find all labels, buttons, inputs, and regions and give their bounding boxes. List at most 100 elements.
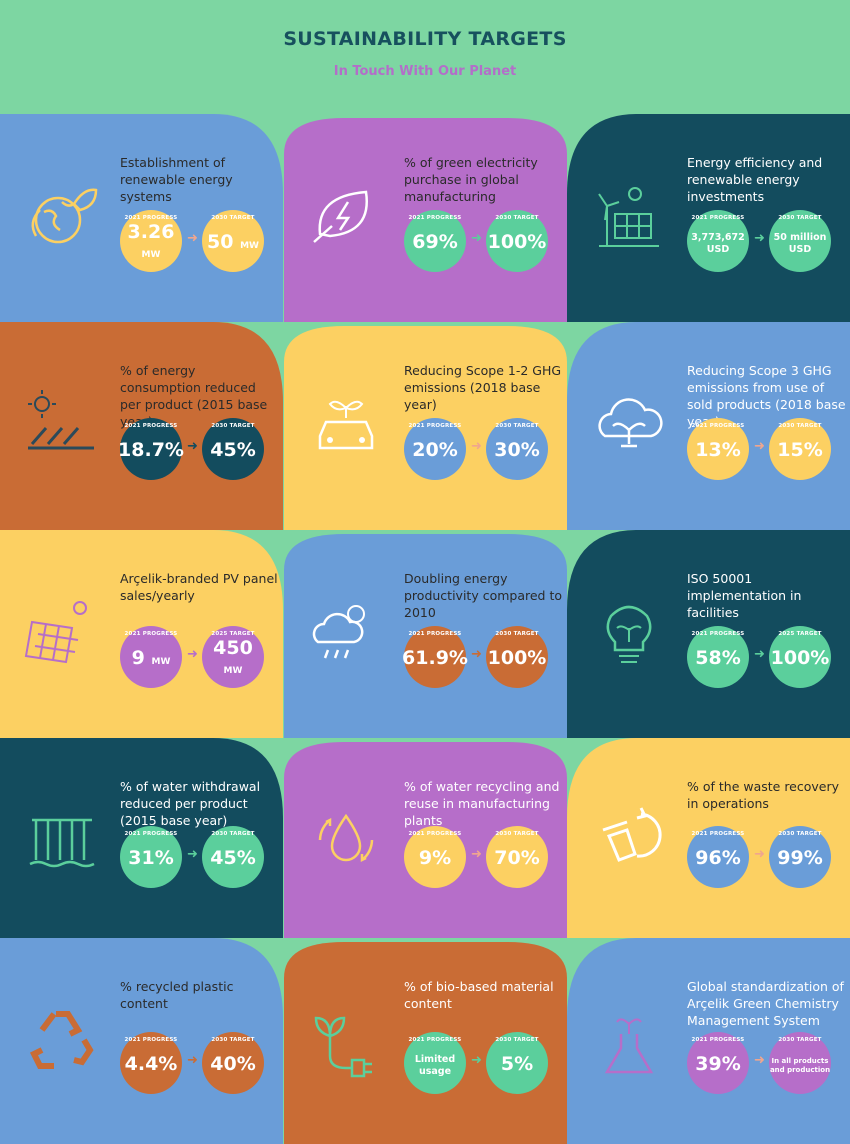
target-card-bio-based: % of bio-based material content 2021 PRO…	[284, 938, 567, 1144]
progress-circle: 2021 PROGRESS 18.7%	[118, 418, 184, 480]
card-title: % of water recycling and reuse in manufa…	[404, 779, 560, 828]
arrow-right-icon: ➜	[187, 647, 198, 662]
progress-value: 96%	[695, 846, 741, 869]
card-title: Establishment of renewable energy system…	[120, 155, 233, 204]
progress-value: 3.26 MW	[127, 221, 175, 261]
water-drop-recycle-icon	[318, 813, 374, 863]
wind-solar-icon	[598, 187, 659, 247]
arrow-right-icon: ➜	[187, 1053, 198, 1068]
target-value: 450 MW	[213, 637, 253, 677]
card-title: Arçelik-branded PV panel sales/yearly	[120, 571, 278, 603]
arrow-right-icon: ➜	[471, 439, 482, 454]
target-label: 2030 TARGET	[778, 831, 822, 837]
card-title: % recycled plastic content	[120, 979, 234, 1011]
target-label: 2025 TARGET	[778, 631, 822, 637]
progress-circle: 2021 PROGRESS 69%	[404, 210, 466, 272]
target-card-recycled-plastic: % recycled plastic content 2021 PROGRESS…	[0, 938, 283, 1144]
bulb-plant-icon	[606, 605, 652, 663]
target-card-energy-investments: Energy efficiency and renewable energy i…	[567, 114, 850, 322]
progress-value: 3,773,672 USD	[691, 232, 745, 255]
target-value: 45%	[210, 438, 256, 461]
progress-value: 31%	[128, 846, 174, 869]
progress-circle: 2021 PROGRESS 3,773,672 USD	[687, 210, 749, 272]
progress-label: 2021 PROGRESS	[691, 423, 745, 429]
target-circle: 2030 TARGET 5%	[486, 1032, 548, 1094]
target-value: 40%	[210, 1052, 256, 1075]
page-subtitle: In Touch With Our Planet	[333, 64, 517, 79]
target-label: 2030 TARGET	[778, 215, 822, 221]
progress-value: 61.9%	[402, 646, 468, 669]
progress-circle: 2021 PROGRESS 31%	[120, 826, 182, 888]
target-card-waste-recovery: % of the waste recovery in operations 20…	[567, 738, 850, 938]
progress-label: 2021 PROGRESS	[408, 215, 462, 221]
target-card-pv-panel: Arçelik-branded PV panel sales/yearly 20…	[0, 530, 283, 738]
target-value: 100%	[487, 230, 547, 253]
progress-circle: 2021 PROGRESS Limited usage	[404, 1032, 466, 1094]
target-card-scope-1-2: Reducing Scope 1-2 GHG emissions (2018 b…	[284, 322, 567, 530]
target-circle: 2030 TARGET 70%	[486, 826, 548, 888]
card-title: Energy efficiency and renewable energy i…	[687, 155, 823, 204]
target-card-water-recycling: % of water recycling and reuse in manufa…	[284, 738, 567, 938]
progress-value: 4.4%	[124, 1052, 178, 1075]
arrow-right-icon: ➜	[754, 647, 765, 662]
progress-circle: 2021 PROGRESS 9 MW	[120, 626, 182, 688]
target-value: 50 MW	[207, 230, 259, 253]
arrow-right-icon: ➜	[187, 231, 198, 246]
card-title: Reducing Scope 3 GHG emissions from use …	[687, 363, 846, 429]
target-circle: 2030 TARGET 50 MW	[202, 210, 264, 272]
recycle-icon	[29, 1011, 94, 1069]
bin-recycle-icon	[602, 807, 662, 862]
flask-plant-icon	[604, 1018, 654, 1074]
arrow-right-icon: ➜	[471, 1053, 482, 1068]
progress-label: 2021 PROGRESS	[691, 831, 745, 837]
progress-value: 13%	[695, 438, 741, 461]
target-value: 100%	[487, 646, 547, 669]
progress-value: 20%	[412, 438, 458, 461]
target-value: 100%	[770, 646, 830, 669]
progress-label: 2021 PROGRESS	[408, 1037, 462, 1043]
target-circle: 2025 TARGET 450 MW	[202, 626, 264, 688]
target-card-renewable-systems: Establishment of renewable energy system…	[0, 114, 283, 322]
arrow-right-icon: ➜	[754, 847, 765, 862]
target-label: 2030 TARGET	[211, 1037, 255, 1043]
card-title: % of water withdrawal reduced per produc…	[120, 779, 261, 828]
target-card-water-withdrawal: % of water withdrawal reduced per produc…	[0, 738, 283, 938]
plant-plug-icon	[314, 1016, 372, 1078]
arrow-right-icon: ➜	[754, 231, 765, 246]
progress-label: 2021 PROGRESS	[408, 631, 462, 637]
progress-value: 39%	[695, 1052, 741, 1075]
target-circle: 2030 TARGET 45%	[202, 418, 264, 480]
card-title: Reducing Scope 1-2 GHG emissions (2018 b…	[404, 363, 562, 412]
progress-value: 69%	[412, 230, 458, 253]
progress-circle: 2021 PROGRESS 61.9%	[402, 626, 468, 688]
arrow-right-icon: ➜	[187, 847, 198, 862]
earth-leaf-icon	[31, 188, 98, 244]
progress-value: Limited usage	[414, 1054, 456, 1077]
progress-value: 58%	[695, 646, 741, 669]
target-label: 2030 TARGET	[495, 423, 539, 429]
arrow-right-icon: ➜	[471, 847, 482, 862]
target-circle: 2030 TARGET 15%	[769, 418, 831, 480]
eco-car-icon	[318, 400, 374, 450]
target-circle: 2030 TARGET 45%	[202, 826, 264, 888]
card-title: ISO 50001 implementation in facilities	[687, 571, 802, 620]
pv-panel-icon	[24, 601, 87, 664]
card-title: Doubling energy productivity compared to…	[404, 571, 562, 620]
card-title: % of green electricity purchase in globa…	[404, 155, 538, 204]
progress-label: 2021 PROGRESS	[124, 215, 178, 221]
target-label: 2030 TARGET	[495, 215, 539, 221]
weather-icon	[312, 605, 365, 659]
progress-label: 2021 PROGRESS	[124, 423, 178, 429]
solar-panels-icon	[28, 390, 94, 450]
waterfall-icon	[29, 818, 95, 868]
target-circle: 2030 TARGET 30%	[486, 418, 548, 480]
cloud-plant-icon	[598, 398, 663, 448]
arrow-right-icon: ➜	[187, 439, 198, 454]
target-value: 30%	[494, 438, 540, 461]
target-circle: 2030 TARGET 50 million USD	[769, 210, 831, 272]
target-value: 50 million USD	[773, 232, 827, 255]
header: SUSTAINABILITY TARGETS In Touch With Our…	[0, 0, 850, 112]
target-card-energy-productivity: Doubling energy productivity compared to…	[284, 530, 567, 738]
target-card-iso-50001: ISO 50001 implementation in facilities 2…	[567, 530, 850, 738]
arrow-right-icon: ➜	[471, 231, 482, 246]
